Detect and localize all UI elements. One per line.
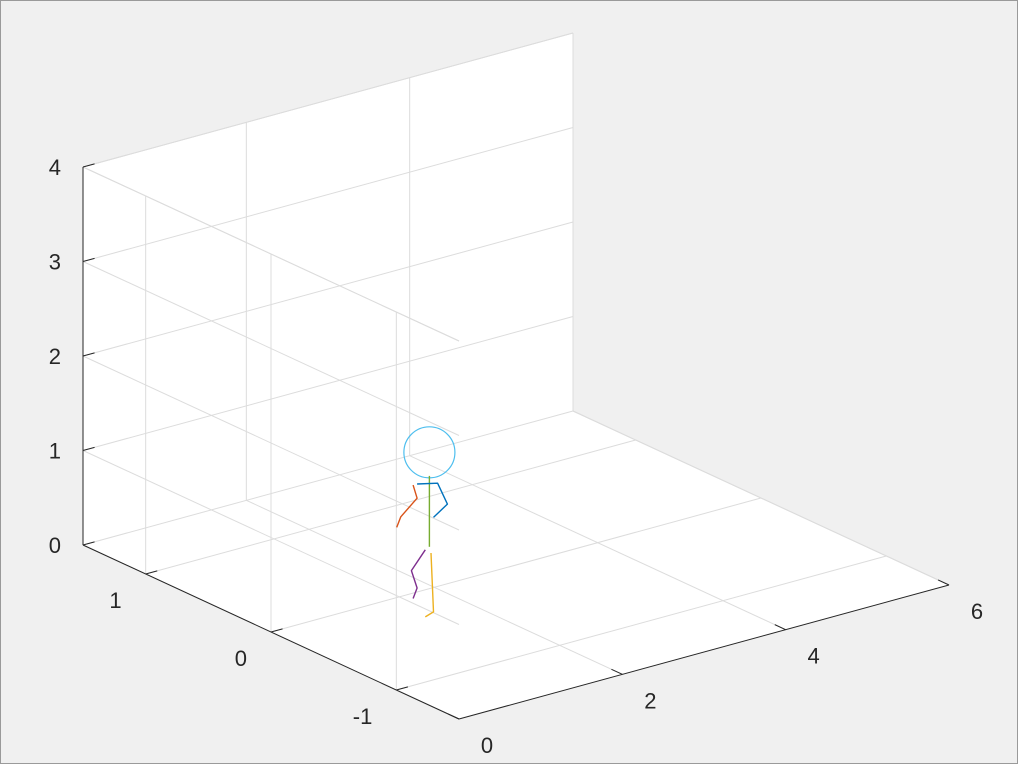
y-tick-mark bbox=[396, 686, 409, 691]
grid-line-z-back bbox=[82, 221, 574, 357]
grid-line-z-back bbox=[82, 316, 574, 451]
x-tick-label: 4 bbox=[808, 644, 820, 669]
grid-line-z-side bbox=[82, 355, 460, 531]
z-tick-label: 3 bbox=[49, 250, 61, 275]
x-tick-label: 0 bbox=[481, 733, 493, 758]
series-line-4 bbox=[410, 549, 426, 599]
z-tick-label: 4 bbox=[49, 155, 61, 180]
series-line-3 bbox=[396, 484, 418, 528]
grid-line-z-side bbox=[82, 261, 460, 436]
grid-line-z-back bbox=[82, 127, 574, 262]
grid-line-y-floor bbox=[145, 439, 636, 575]
series-line-5 bbox=[424, 552, 435, 618]
y-tick-label: 0 bbox=[235, 646, 247, 671]
axes-panes bbox=[83, 33, 949, 719]
grid-edge-top-back bbox=[82, 32, 574, 168]
x-tick-mark bbox=[611, 668, 623, 675]
grid-edge-top-side bbox=[82, 166, 460, 342]
y-tick-label: -1 bbox=[353, 704, 373, 729]
x-tick-mark bbox=[774, 624, 786, 631]
tick-labels: 0 2 4 6 -1 0 1 0 1 2 3 4 bbox=[49, 155, 983, 758]
grid-line-z-side bbox=[82, 450, 460, 625]
z-tick-mark bbox=[82, 541, 95, 546]
x-tick-mark bbox=[937, 579, 950, 586]
z-tick-label: 1 bbox=[49, 439, 61, 464]
grid-line-y-floor bbox=[270, 497, 762, 633]
x-axis-line bbox=[458, 584, 950, 720]
grid-line-z-back bbox=[82, 410, 574, 546]
x-tick-mark bbox=[447, 713, 460, 720]
z-tick-mark bbox=[82, 446, 95, 451]
data-series bbox=[396, 426, 456, 618]
y-tick-mark bbox=[270, 628, 283, 633]
x-tick-label: 6 bbox=[971, 599, 983, 624]
y-tick-mark bbox=[145, 570, 158, 575]
x-tick-label: 2 bbox=[644, 688, 656, 713]
z-tick-mark bbox=[82, 163, 95, 168]
z-tick-mark bbox=[82, 257, 95, 262]
series-line-2 bbox=[417, 482, 449, 518]
z-tick-label: 2 bbox=[49, 344, 61, 369]
y-tick-label: 1 bbox=[109, 588, 121, 613]
z-tick-mark bbox=[82, 352, 95, 357]
z-tick-label: 0 bbox=[49, 533, 61, 558]
grid-edge-floor-right bbox=[572, 410, 950, 586]
grid-line-y-floor bbox=[396, 555, 887, 691]
